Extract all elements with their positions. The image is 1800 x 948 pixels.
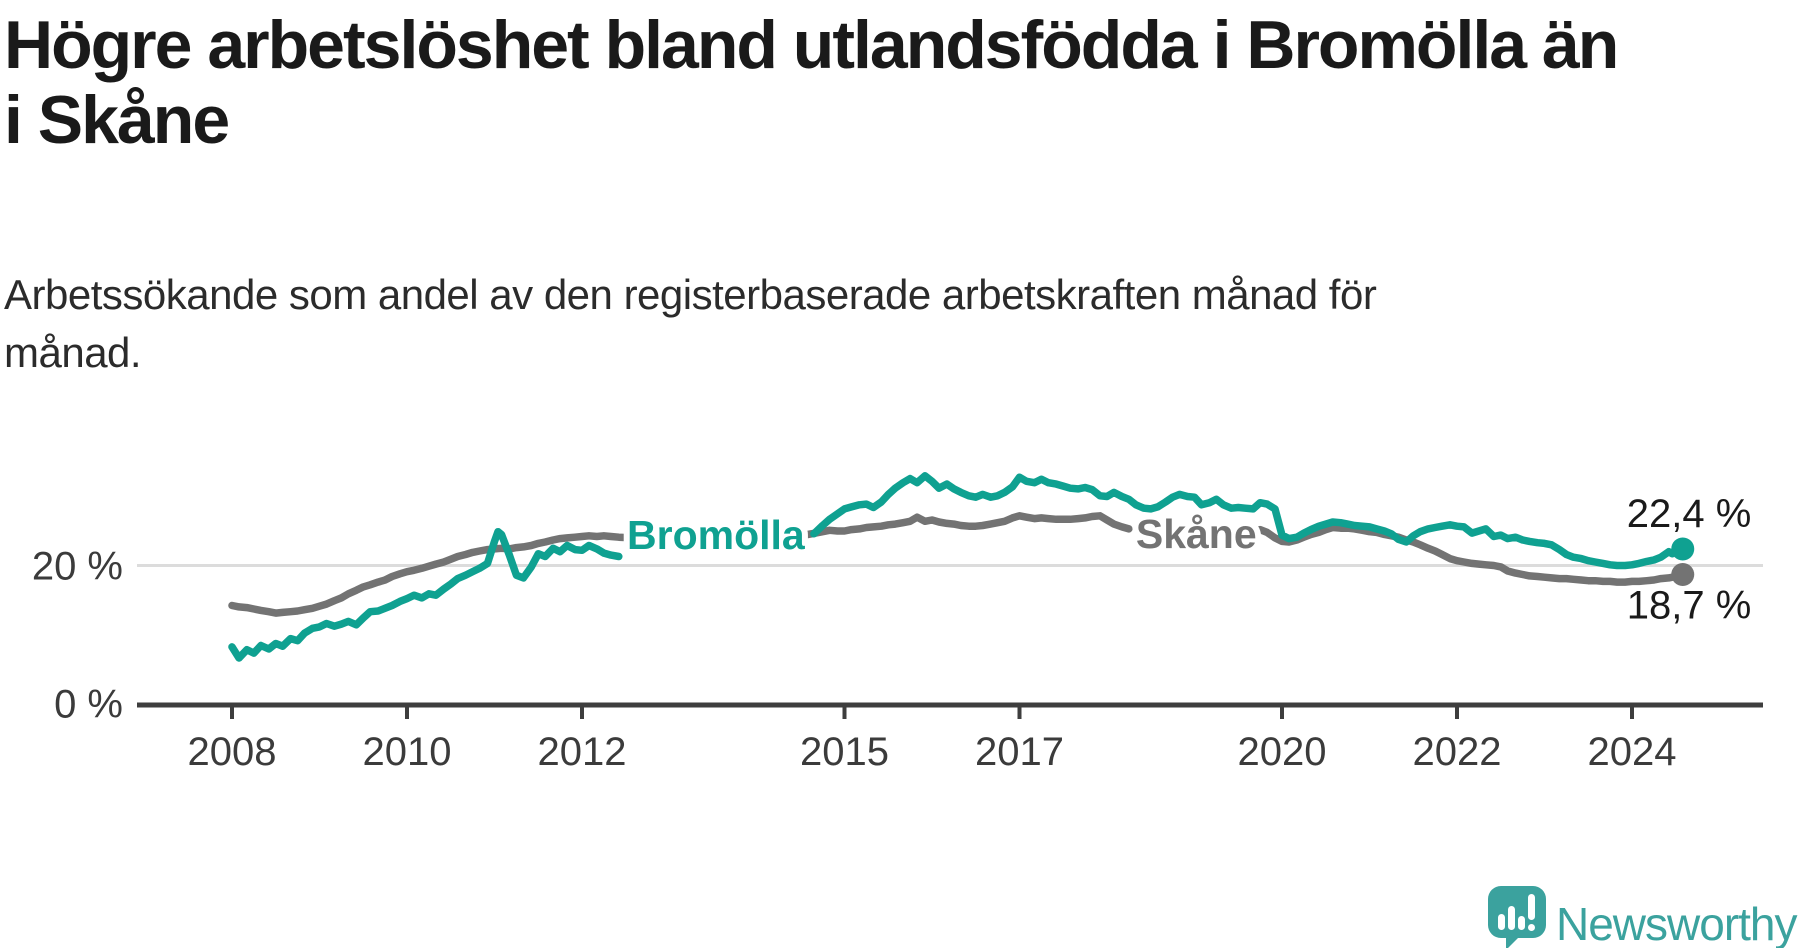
chart-subtitle-line-1: Arbetssökande som andel av den registerb… [4,271,1377,318]
speech-bubble-shape [1488,886,1546,948]
bromolla-series-label: Bromölla [627,512,806,558]
skane-line-segment-1 [228,512,1133,617]
skane-latest-value-label: 18,7 % [1627,583,1752,627]
bar-2 [1508,906,1515,930]
x-axis-label-2022: 2022 [1413,730,1502,774]
page-title-line-2: i Skåne [4,82,230,158]
bromolla-latest-value-label: 22,4 % [1627,492,1752,536]
bromolla-line-segment-1 [228,527,623,662]
x-axis-label-2024: 2024 [1588,730,1677,774]
newsworthy-speech-bubble-bar-chart-icon [1488,886,1546,948]
page-title-line-1: Högre arbetslöshet bland utlandsfödda i … [4,7,1619,83]
x-axis-label-2012: 2012 [538,730,627,774]
x-axis-label-2010: 2010 [363,730,452,774]
bar-3 [1518,916,1525,930]
skane-latest-value-dot [1671,562,1695,586]
skane-line-segment-2 [1256,523,1687,586]
newsworthy-logo: Newsworthy [1488,884,1800,948]
chart-subtitle: Arbetssökande som andel av den registerb… [4,266,1704,382]
bromolla-line-segment-2 [810,472,1687,570]
exclamation-bar [1528,894,1535,920]
x-axis-label-2017: 2017 [975,730,1064,774]
brand-name: Newsworthy [1556,898,1798,948]
x-axis-label-2020: 2020 [1238,730,1327,774]
bar-1 [1498,914,1505,930]
skane-series-label: Skåne [1136,511,1257,557]
page-title: Högre arbetslöshet bland utlandsfödda i … [4,8,1794,158]
chart-subtitle-line-2: månad. [4,329,142,376]
bromolla-latest-value-dot [1671,537,1695,561]
exclamation-dot [1528,924,1535,931]
y-axis-label-20: 20 % [32,545,123,589]
x-axis-label-2015: 2015 [800,730,889,774]
x-axis-label-2008: 2008 [188,730,277,774]
y-axis-label-0: 0 % [54,683,123,727]
